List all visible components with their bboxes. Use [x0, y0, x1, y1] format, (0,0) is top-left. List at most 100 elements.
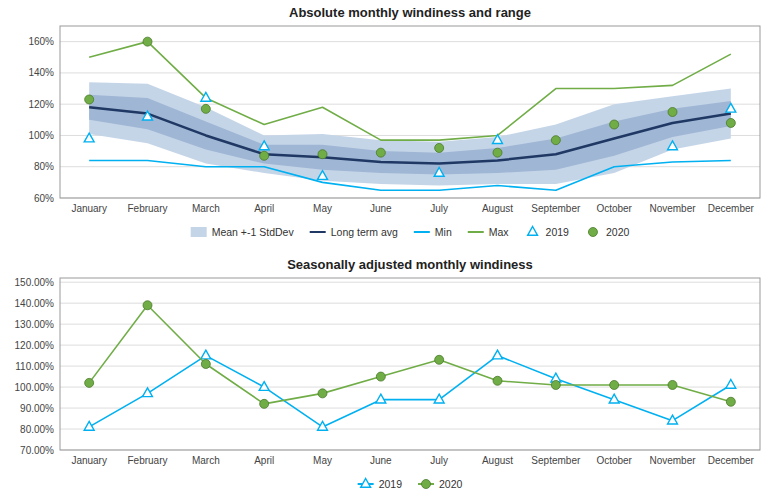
grid-line — [60, 429, 760, 430]
x-tick-label: March — [192, 455, 220, 466]
data-point — [201, 104, 210, 113]
legend-item: 2019 — [528, 226, 569, 238]
legend-label: Max — [489, 226, 510, 238]
data-point — [143, 111, 153, 120]
legend-swatch — [191, 227, 207, 237]
data-point — [376, 394, 386, 403]
y-tick-label: 80% — [34, 161, 54, 172]
grid-line — [60, 303, 760, 304]
y-tick-label: 130.00% — [15, 319, 55, 330]
data-point — [260, 399, 269, 408]
y-tick-label: 90.00% — [20, 403, 54, 414]
data-point — [551, 380, 560, 389]
x-tick-label: November — [649, 203, 696, 214]
legend-label: Long term avg — [331, 226, 398, 238]
legend: 2019 2020 — [358, 478, 463, 490]
y-tick-label: 150.00% — [15, 277, 55, 288]
x-tick-label: January — [71, 203, 107, 214]
data-point — [609, 394, 619, 403]
y-tick-label: 80.00% — [20, 424, 54, 435]
data-point — [259, 382, 269, 391]
x-tick-label: October — [596, 203, 632, 214]
chart-title: Absolute monthly windiness and range — [289, 5, 531, 20]
series-line — [89, 160, 731, 190]
x-tick-label: August — [482, 203, 513, 214]
band-area — [89, 95, 731, 175]
data-point — [493, 135, 503, 144]
data-point — [726, 118, 735, 127]
x-tick-label: July — [430, 203, 448, 214]
x-tick-label: March — [192, 203, 220, 214]
x-tick-label: October — [596, 455, 632, 466]
x-tick-label: February — [127, 203, 167, 214]
legend: Mean +-1 StdDevLong term avgMinMax201920… — [191, 226, 630, 238]
data-point — [726, 103, 736, 112]
legend-label: 2020 — [606, 226, 630, 238]
legend-swatch — [414, 231, 430, 233]
y-tick-label: 120.00% — [15, 340, 55, 351]
x-tick-label: August — [482, 455, 513, 466]
x-tick-label: December — [708, 203, 755, 214]
legend-label: Mean +-1 StdDev — [212, 226, 295, 238]
data-point — [376, 148, 385, 157]
grid-line — [60, 282, 760, 283]
data-point — [84, 421, 94, 430]
data-point — [434, 167, 444, 176]
legend-item: 2020 — [418, 478, 463, 490]
data-point — [551, 136, 560, 145]
y-tick-label: 100% — [28, 130, 54, 141]
data-point — [434, 394, 444, 403]
data-point — [260, 151, 269, 160]
plot-area — [84, 37, 736, 190]
x-tick-label: November — [649, 455, 696, 466]
x-tick-label: May — [313, 455, 332, 466]
data-point — [259, 141, 269, 150]
legend-label: 2019 — [379, 478, 403, 490]
grid-line — [60, 41, 760, 42]
y-tick-label: 160% — [28, 36, 54, 47]
band-area — [89, 82, 731, 185]
series-line — [89, 356, 731, 427]
y-tick-label: 140.00% — [15, 298, 55, 309]
data-point — [85, 378, 94, 387]
y-tick-label: 110.00% — [15, 361, 54, 372]
x-tick-label: January — [71, 455, 107, 466]
data-point — [435, 143, 444, 152]
series-line — [89, 107, 731, 163]
legend-swatch — [588, 228, 597, 237]
legend-item: 2020 — [588, 226, 629, 238]
data-point — [201, 350, 211, 359]
data-point — [318, 171, 328, 180]
data-point — [201, 360, 210, 369]
x-tick-label: September — [531, 455, 581, 466]
data-point — [493, 350, 503, 359]
data-point — [726, 397, 735, 406]
x-tick-label: June — [370, 455, 392, 466]
legend-label: 2020 — [439, 478, 463, 490]
legend-swatch — [310, 231, 326, 233]
data-point — [318, 150, 327, 159]
data-point — [318, 389, 327, 398]
data-point — [143, 388, 153, 397]
legend-swatch — [422, 480, 431, 489]
plot-frame — [60, 26, 760, 198]
data-point — [201, 92, 211, 101]
data-point — [376, 372, 385, 381]
x-tick-label: June — [370, 203, 392, 214]
data-point — [85, 95, 94, 104]
y-tick-label: 140% — [28, 67, 54, 78]
y-tick-label: 120% — [28, 99, 54, 110]
legend-label: 2019 — [546, 226, 570, 238]
legend-item: Mean +-1 StdDev — [191, 226, 295, 238]
y-tick-label: 100.00% — [15, 382, 55, 393]
grid-line — [60, 72, 760, 73]
data-point — [143, 37, 152, 46]
grid-line — [60, 408, 760, 409]
series-line — [89, 305, 731, 404]
x-tick-label: July — [430, 455, 448, 466]
plot-area — [84, 301, 736, 430]
data-point — [435, 355, 444, 364]
legend-swatch — [361, 479, 371, 488]
data-point — [726, 379, 736, 388]
legend-item: 2019 — [358, 478, 403, 490]
